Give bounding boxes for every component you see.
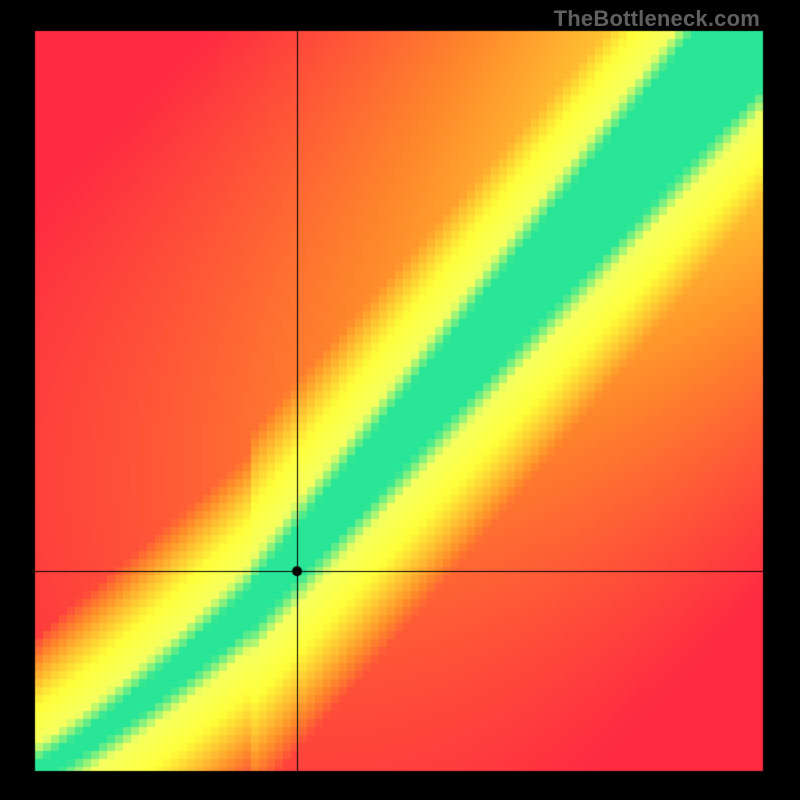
overlay-canvas (0, 0, 800, 800)
watermark-text: TheBottleneck.com (554, 6, 760, 32)
chart-container: TheBottleneck.com (0, 0, 800, 800)
